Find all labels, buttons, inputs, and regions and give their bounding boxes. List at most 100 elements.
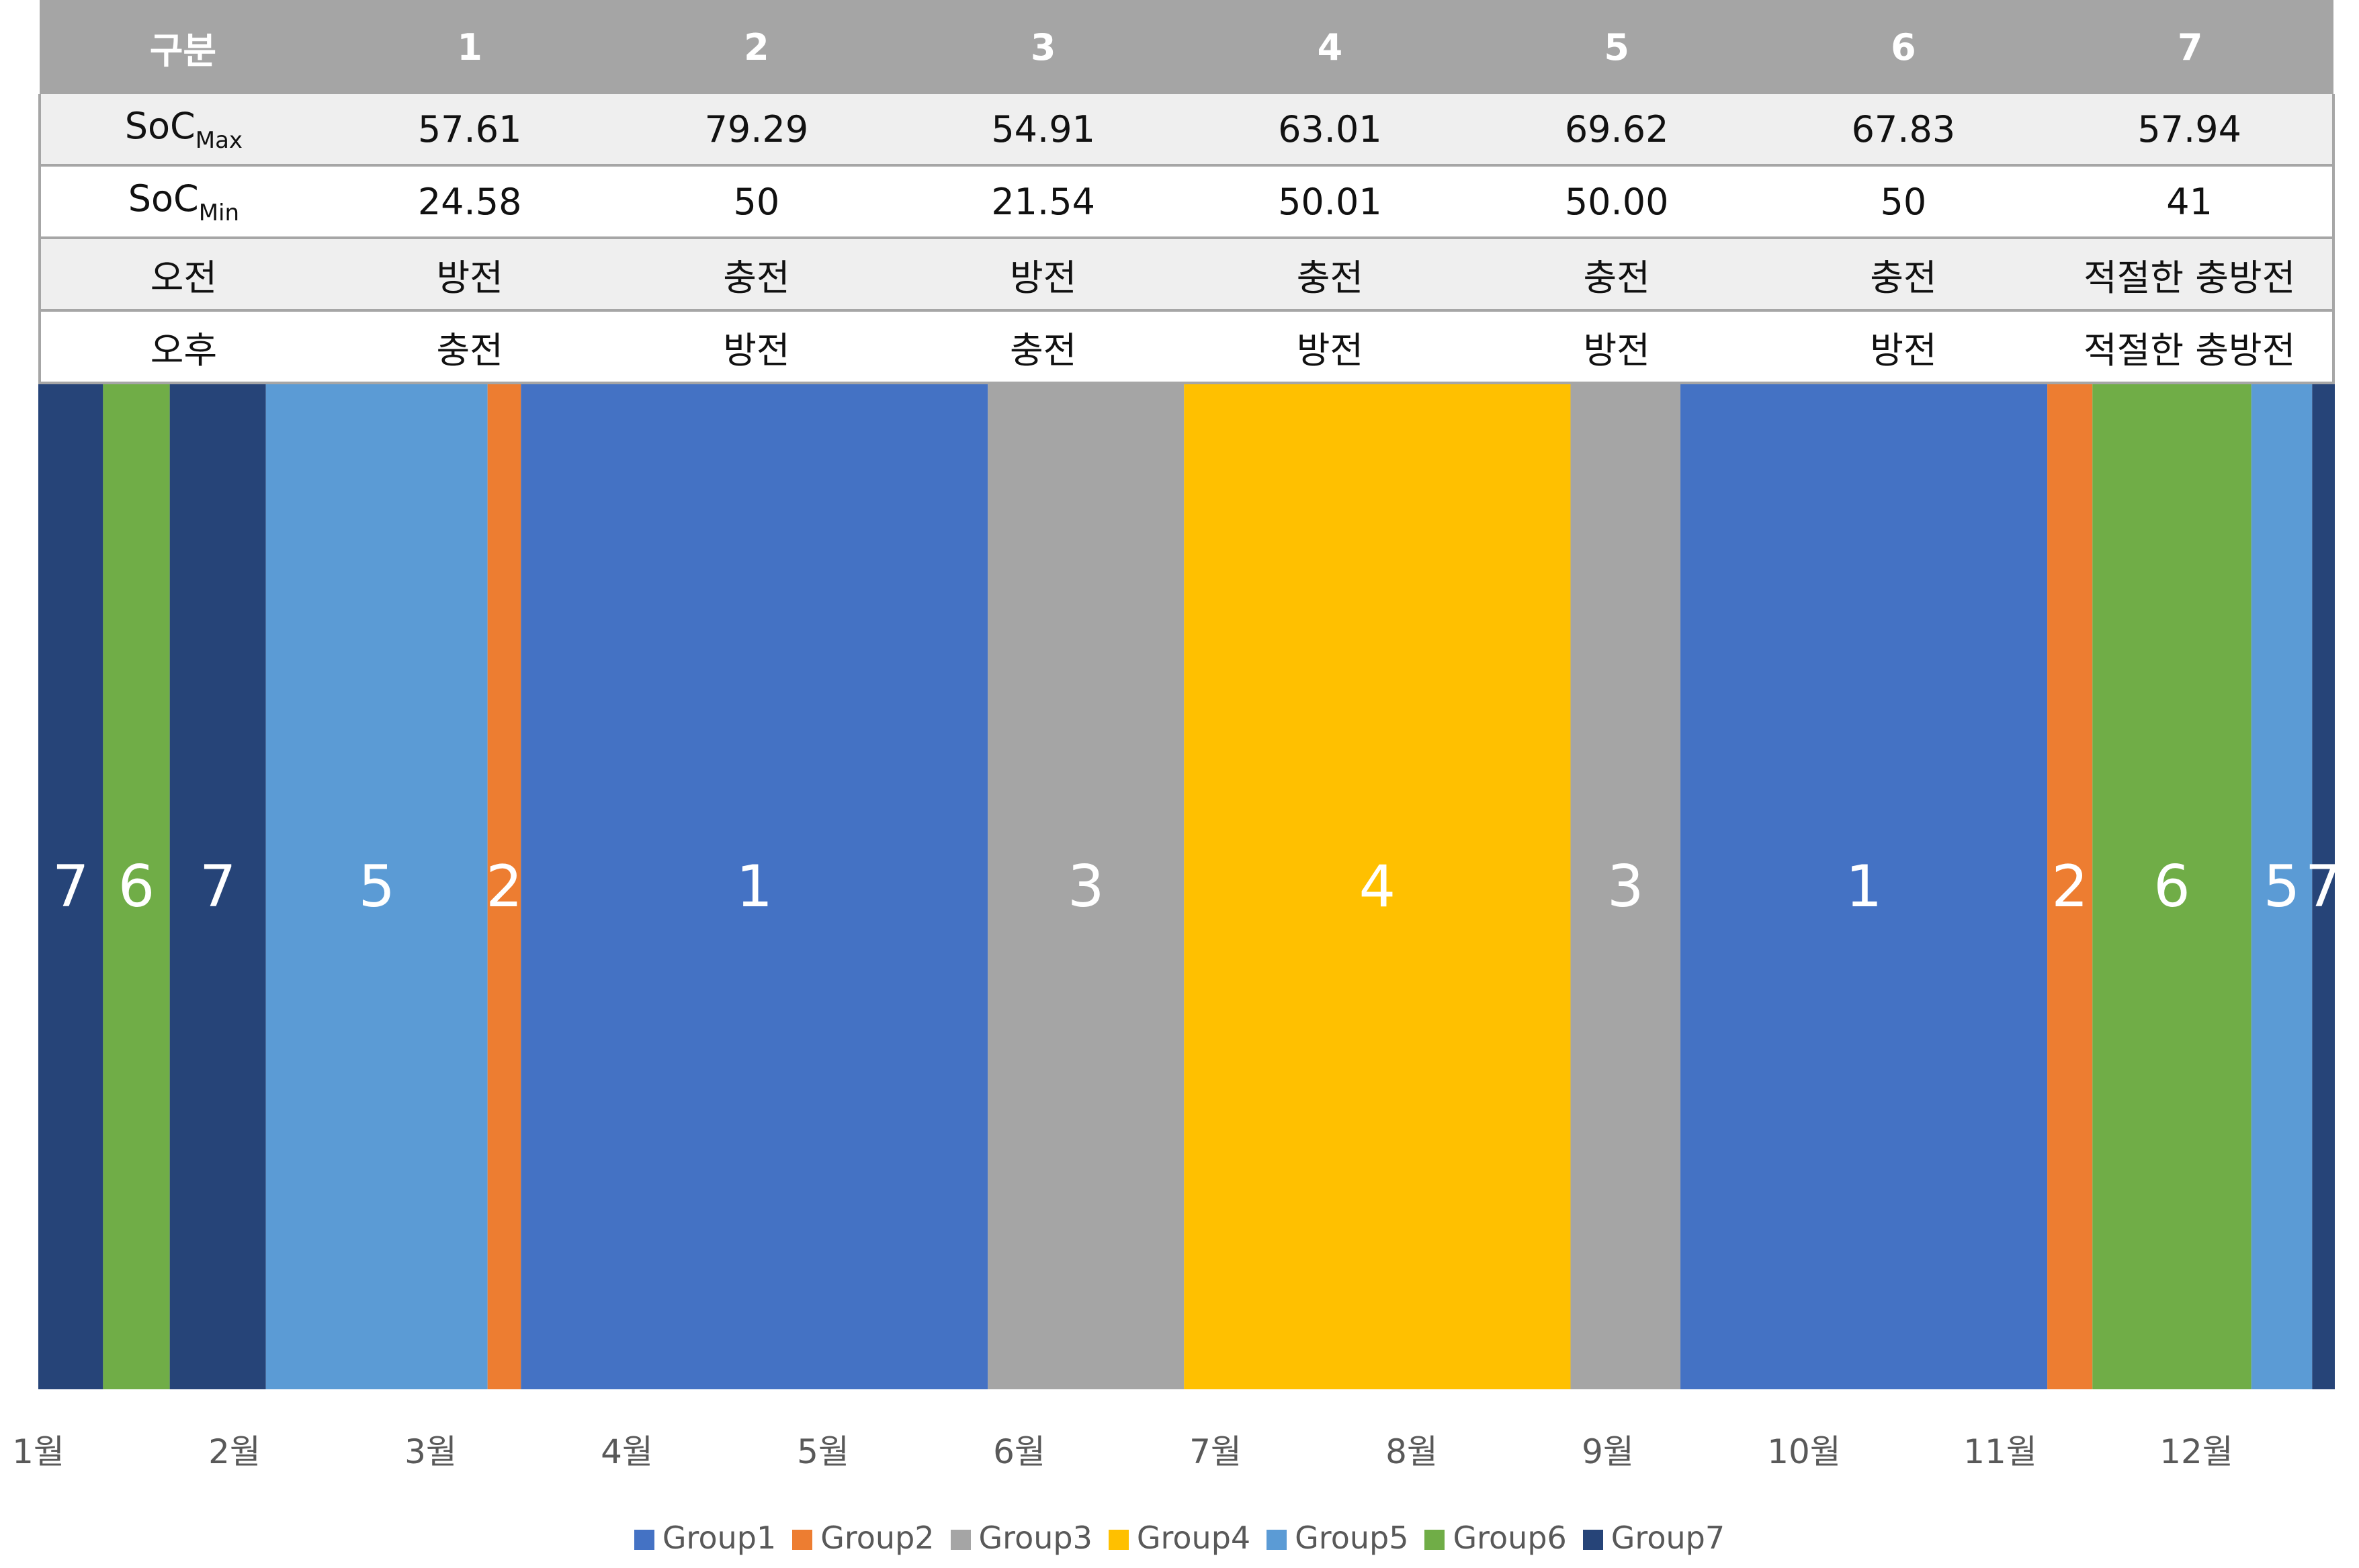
band-label: 3: [1607, 853, 1644, 920]
area-band-group-1: [521, 383, 988, 1389]
header-cell-group-7: 7: [2047, 0, 2333, 94]
table-cell: 50.01: [1187, 165, 1473, 239]
table-cell: 충전: [900, 310, 1187, 384]
band-label: 2: [2051, 853, 2088, 920]
chart-legend: Group1 Group2 Group3 Group4 Group5 Group6 Grou…: [0, 1520, 2359, 1556]
x-tick-label: 9월: [1582, 1432, 1634, 1471]
table-cell: 방전: [326, 238, 613, 312]
table-cell: 충전: [1187, 238, 1473, 312]
header-cell-group-3: 3: [900, 0, 1187, 94]
table-cell: 69.62: [1473, 94, 1760, 167]
table-cell: 적절한 충방전: [2047, 310, 2335, 384]
legend-label: Group6: [1453, 1520, 1567, 1556]
x-tick-label: 7월: [1189, 1432, 1242, 1471]
legend-entry: Group4: [1108, 1520, 1251, 1556]
table-cell: 방전: [1760, 310, 2047, 384]
legend-label: Group1: [662, 1520, 777, 1556]
table-cell: 67.83: [1760, 94, 2047, 167]
x-tick-label: 6월: [993, 1432, 1045, 1471]
table-cell: 50: [613, 165, 900, 239]
legend-swatch: [950, 1530, 971, 1550]
legend-entry: Group6: [1424, 1520, 1567, 1556]
row-label-soc-max: SoCMax: [38, 94, 327, 167]
legend-swatch: [634, 1530, 654, 1550]
x-tick-label: 1월: [12, 1432, 65, 1471]
table-cell: 50: [1760, 165, 2047, 239]
band-label: 1: [736, 853, 773, 920]
area-band-group-3: [1570, 383, 1681, 1389]
area-band-group-7: [38, 383, 103, 1389]
legend-swatch: [792, 1530, 813, 1550]
table-header-row: 구분 1 2 3 4 5 6 7: [40, 0, 2333, 94]
table-cell: 79.29: [613, 94, 900, 167]
x-tick-label: 12월: [2159, 1432, 2233, 1471]
legend-swatch: [1424, 1530, 1445, 1550]
legend-swatch: [1267, 1530, 1287, 1550]
legend-swatch: [1108, 1530, 1129, 1550]
legend-label: Group3: [978, 1520, 1092, 1556]
legend-label: Group7: [1611, 1520, 1725, 1556]
table-cell: 41: [2047, 165, 2335, 239]
table-row-soc-min: SoCMin 24.58 50 21.54 50.01 50.00 50 41: [38, 165, 2335, 239]
row-label-morning: 오전: [38, 238, 327, 312]
legend-entry: Group5: [1267, 1520, 1408, 1556]
legend-entry: Group2: [792, 1520, 935, 1556]
x-tick-label: 3월: [404, 1432, 457, 1471]
row-label-subscript: Min: [198, 199, 240, 226]
table-cell: 63.01: [1187, 94, 1473, 167]
legend-label: Group4: [1136, 1520, 1251, 1556]
table-cell: 충전: [613, 238, 900, 312]
row-label-afternoon: 오후: [38, 310, 327, 384]
legend-label: Group5: [1295, 1520, 1409, 1556]
legend-entry: Group1: [634, 1520, 776, 1556]
band-label: 7: [200, 853, 237, 920]
row-label-main: SoC: [128, 177, 199, 220]
area-band-group-2: [2047, 383, 2093, 1389]
x-tick-label: 8월: [1385, 1432, 1438, 1471]
x-tick-label: 5월: [797, 1432, 849, 1471]
table-cell: 방전: [1473, 310, 1760, 384]
table-row-soc-max: SoCMax 57.61 79.29 54.91 63.01 69.62 67.…: [38, 94, 2335, 167]
row-label-subscript: Max: [195, 126, 243, 154]
table-cell: 충전: [1760, 238, 2047, 312]
band-label: 1: [1846, 853, 1883, 920]
x-tick-label: 2월: [208, 1432, 261, 1471]
table-cell: 충전: [1473, 238, 1760, 312]
band-label: 5: [358, 853, 395, 920]
area-band-group-4: [1184, 383, 1571, 1389]
area-band-group-7: [2312, 383, 2335, 1389]
header-cell-group-4: 4: [1187, 0, 1473, 94]
area-band-group-5: [2251, 383, 2313, 1389]
table-cell: 충전: [326, 310, 613, 384]
row-label-soc-min: SoCMin: [38, 165, 327, 239]
table-cell: 57.61: [326, 94, 613, 167]
table-cell: 방전: [900, 238, 1187, 312]
header-cell-category: 구분: [40, 0, 327, 94]
area-band-group-2: [487, 383, 521, 1389]
soc-table: 구분 1 2 3 4 5 6 7 SoCMax 57.61 79.29 54.9…: [38, 0, 2335, 384]
x-tick-label: 4월: [601, 1432, 653, 1471]
band-label: 7: [52, 853, 89, 920]
area-band-group-1: [1680, 383, 2048, 1389]
table-cell: 50.00: [1473, 165, 1760, 239]
legend-label: Group2: [820, 1520, 935, 1556]
table-cell: 57.94: [2047, 94, 2335, 167]
area-band-group-7: [169, 383, 266, 1389]
band-label: 6: [118, 853, 155, 920]
x-tick-label: 11월: [1963, 1432, 2037, 1471]
table-cell: 적절한 충방전: [2047, 238, 2335, 312]
band-label: 6: [2153, 853, 2190, 920]
area-band-group-6: [2092, 383, 2251, 1389]
table-cell: 21.54: [900, 165, 1187, 239]
band-label: 4: [1359, 853, 1396, 920]
header-cell-group-5: 5: [1473, 0, 1760, 94]
band-label: 5: [2264, 853, 2301, 920]
header-cell-group-1: 1: [326, 0, 613, 94]
legend-entry: Group7: [1582, 1520, 1725, 1556]
area-band-group-3: [988, 383, 1185, 1389]
legend-entry: Group3: [950, 1520, 1092, 1556]
table-cell: 방전: [1187, 310, 1473, 384]
table-row-afternoon: 오후 충전 방전 충전 방전 방전 방전 적절한 충방전: [38, 310, 2335, 384]
legend-swatch: [1582, 1530, 1603, 1550]
